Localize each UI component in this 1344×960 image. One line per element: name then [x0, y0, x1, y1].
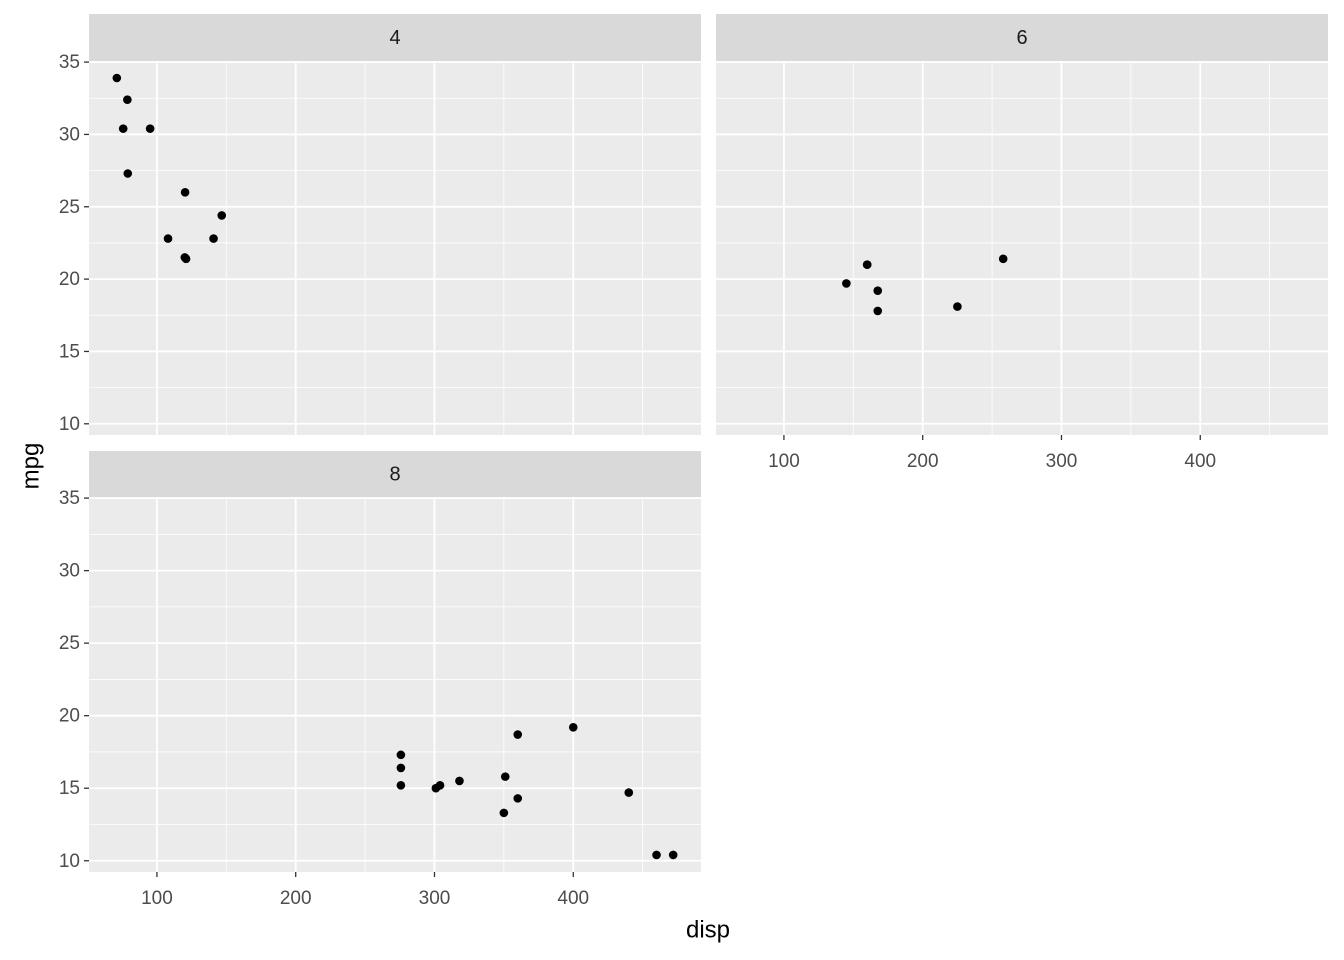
point — [209, 234, 218, 243]
point — [862, 260, 872, 269]
point — [873, 306, 883, 316]
point — [163, 234, 173, 243]
x-tick-label: 400 — [1184, 451, 1216, 472]
y-axis-title: mpg — [17, 443, 44, 490]
x-tick-label: 300 — [419, 888, 451, 909]
panel — [89, 61, 701, 435]
point — [112, 73, 122, 83]
point — [123, 169, 133, 178]
y-tick-label: 10 — [59, 414, 80, 435]
point — [180, 187, 190, 197]
point — [652, 850, 661, 860]
y-tick-label: 10 — [59, 851, 80, 872]
x-tick-label: 400 — [557, 888, 589, 909]
point — [842, 279, 851, 288]
point — [455, 776, 464, 786]
point — [513, 730, 523, 739]
y-tick-label: 35 — [59, 52, 80, 73]
x-axis-title: disp — [686, 916, 730, 943]
y-tick-label: 25 — [59, 197, 80, 218]
point — [396, 781, 406, 790]
y-tick-label: 15 — [59, 778, 80, 799]
x-tick-label: 100 — [141, 888, 173, 909]
point — [668, 850, 678, 860]
point — [217, 211, 227, 220]
y-tick-label: 30 — [59, 561, 80, 582]
point — [500, 772, 510, 781]
panel — [716, 61, 1328, 435]
point — [568, 722, 578, 732]
point — [118, 124, 128, 133]
y-tick-label: 30 — [59, 124, 80, 145]
x-tick-label: 300 — [1046, 451, 1078, 472]
strip-label: 6 — [1016, 27, 1027, 49]
panel — [89, 497, 701, 872]
y-tick-label: 25 — [59, 633, 80, 654]
point — [123, 95, 132, 105]
point — [396, 763, 406, 773]
strip-label: 4 — [389, 27, 400, 49]
x-tick-label: 100 — [768, 451, 800, 472]
point — [513, 794, 523, 803]
strip — [89, 451, 701, 497]
x-tick-label: 200 — [280, 888, 312, 909]
y-tick-label: 20 — [59, 706, 80, 727]
point — [499, 808, 509, 818]
y-tick-label: 35 — [59, 488, 80, 509]
x-tick-label: 200 — [907, 451, 939, 472]
point — [181, 254, 191, 264]
point — [396, 750, 406, 760]
y-tick-label: 20 — [59, 269, 80, 290]
point — [431, 783, 441, 793]
strip — [89, 14, 701, 61]
point — [624, 788, 634, 797]
strip-label: 8 — [389, 463, 400, 485]
point — [145, 124, 155, 133]
point — [998, 254, 1008, 264]
point — [873, 286, 883, 295]
strip — [716, 14, 1328, 61]
y-tick-label: 15 — [59, 341, 80, 362]
point — [953, 302, 962, 311]
